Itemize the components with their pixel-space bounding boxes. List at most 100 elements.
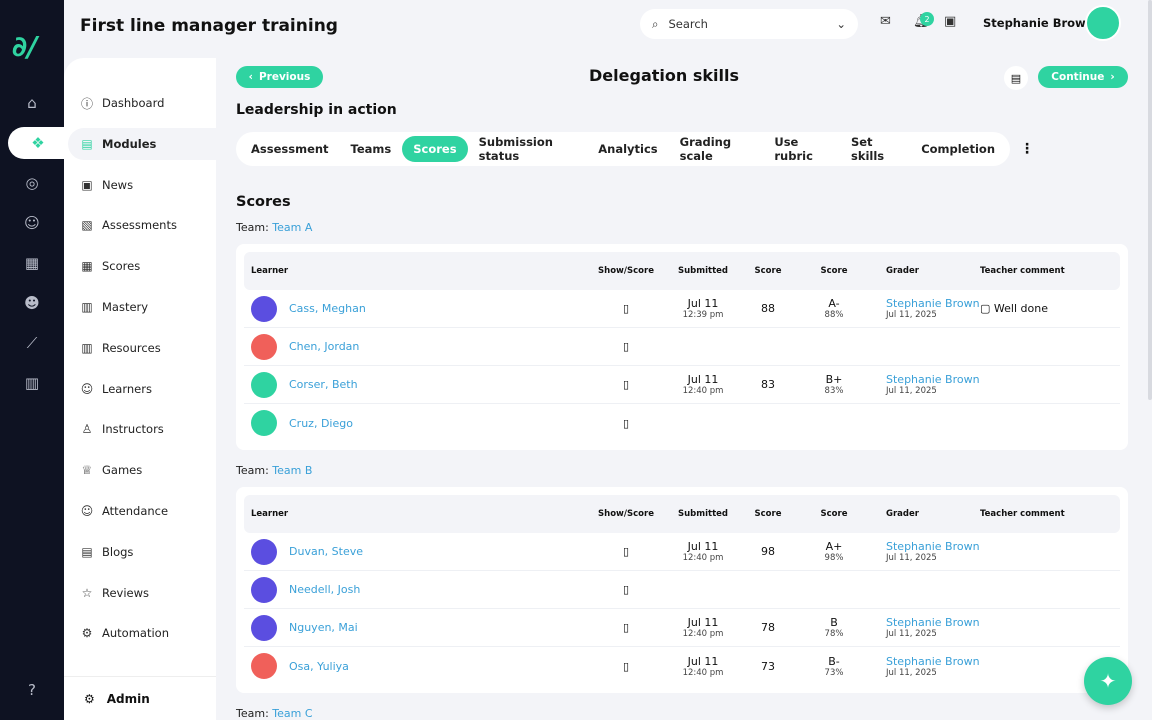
target-icon[interactable]: ◎	[25, 174, 39, 192]
calendar-icon[interactable]: ▣	[944, 14, 957, 29]
ai-assistant-button[interactable]: ✦	[1084, 657, 1132, 705]
user-icon[interactable]: ☻	[24, 294, 40, 312]
home-icon[interactable]: ⌂	[27, 94, 37, 112]
document-icon[interactable]: ▯	[622, 340, 630, 353]
help-icon[interactable]: ?	[28, 681, 36, 699]
tab-use-rubric[interactable]: Use rubric	[774, 135, 813, 163]
previous-button[interactable]: ‹ Previous	[236, 66, 323, 88]
continue-button[interactable]: Continue ›	[1038, 66, 1128, 88]
search-input[interactable]: ⌕ Search ⌄	[640, 9, 858, 39]
nav-item-scores[interactable]: ▦ Scores	[81, 259, 141, 274]
tab-analytics[interactable]: Analytics	[598, 142, 658, 156]
dashboard-icon: ⓘ	[80, 96, 93, 111]
more-icon[interactable]: ⋮	[1020, 141, 1034, 157]
scores-table: Learner Show/Score Submitted Score Score Grad…	[236, 487, 1128, 693]
avatar	[251, 538, 277, 565]
nav-item-modules[interactable]: ▤ Modules	[68, 127, 216, 160]
mail-icon[interactable]: ✉	[880, 14, 891, 29]
learner-link[interactable]: Cruz, Diego	[289, 416, 353, 430]
table-row: Cruz, Diego ▯	[244, 404, 1120, 442]
nav-item-reviews[interactable]: ☆ Reviews	[81, 585, 150, 600]
document-icon[interactable]: ▯	[622, 621, 630, 634]
table-row: Needell, Josh ▯	[244, 571, 1120, 609]
nav-item-instructors[interactable]: ♙ Instructors	[81, 422, 164, 437]
blogs-icon: ▤	[81, 544, 93, 559]
submitted-date: Jul 11	[687, 540, 719, 553]
document-icon[interactable]: ▯	[622, 659, 630, 673]
grader-link[interactable]: Stephanie Brown	[886, 297, 980, 310]
grader-link[interactable]: Stephanie Brown	[886, 616, 980, 629]
nav-item-games[interactable]: ♕ Games	[81, 463, 143, 478]
percent: 78%	[824, 629, 844, 639]
book-icon[interactable]: ▤	[1004, 66, 1028, 90]
chart-icon[interactable]: ⟋	[26, 334, 38, 352]
column-header: Show/Score	[598, 509, 654, 519]
avatar[interactable]	[1085, 5, 1121, 41]
nav-item-resources[interactable]: ▥ Resources	[81, 340, 161, 355]
table-row: Chen, Jordan ▯	[244, 328, 1120, 366]
graded-date: Jul 11, 2025	[886, 667, 937, 678]
admin-button[interactable]: ⚙ Admin	[64, 676, 216, 720]
page-title: First line manager training	[80, 16, 338, 36]
nav-item-news[interactable]: ▣ News	[81, 177, 134, 192]
percent: 98%	[824, 553, 844, 563]
learner-link[interactable]: Chen, Jordan	[289, 340, 360, 353]
document-icon[interactable]: ▯	[622, 302, 630, 315]
tab-scores[interactable]: Scores	[402, 136, 468, 162]
column-header: Submitted	[677, 509, 728, 519]
grader-link[interactable]: Stephanie Brown	[886, 373, 980, 386]
users-icon[interactable]: ☺	[24, 214, 40, 232]
document-icon[interactable]: ▯	[622, 583, 630, 596]
nav-item-learners[interactable]: ☺ Learners	[80, 381, 152, 396]
games-icon: ♕	[81, 463, 93, 478]
library-icon[interactable]: ▥	[24, 374, 40, 392]
document-icon[interactable]: ▯	[622, 416, 630, 430]
learner-link[interactable]: Osa, Yuliya	[289, 659, 349, 673]
learner-link[interactable]: Needell, Josh	[289, 583, 361, 596]
nav-item-attendance[interactable]: ☺ Attendance	[80, 504, 169, 518]
table-row: Cass, Meghan ▯ Jul 11 12:39 pm 88 A- 88% S…	[244, 290, 1120, 328]
tab-grading-scale[interactable]: Grading scale	[679, 135, 732, 163]
tab-assessment[interactable]: Assessment	[251, 142, 329, 156]
sparkle-icon: ✦	[1099, 669, 1117, 693]
column-header: Learner	[251, 509, 289, 519]
learner-link[interactable]: Duvan, Steve	[289, 545, 363, 558]
grader-link[interactable]: Stephanie Brown	[886, 654, 980, 668]
team-label: Team: Team A	[236, 221, 313, 234]
team-link[interactable]: Team A	[272, 221, 313, 234]
table-row: Duvan, Steve ▯ Jul 11 12:40 pm 98 A+ 98% S…	[244, 533, 1120, 571]
nav-item-automation[interactable]: ⚙ Automation	[81, 626, 169, 641]
nav-item-dashboard[interactable]: ⓘ Dashboard	[80, 96, 165, 111]
learner-link[interactable]: Cass, Meghan	[289, 302, 366, 315]
avatar	[251, 614, 277, 641]
comment-icon: ▢	[980, 302, 991, 315]
percent: 88%	[824, 310, 844, 320]
table-header: Learner Show/Score Submitted Score Score Grad…	[244, 252, 1120, 290]
tab-submission-status[interactable]: Submission status	[478, 135, 553, 163]
notification-badge: 2	[920, 12, 934, 26]
column-header: Score	[754, 509, 782, 519]
chevron-down-icon[interactable]: ⌄	[836, 17, 846, 31]
document-icon[interactable]: ▯	[622, 378, 630, 391]
document-icon[interactable]: ▯	[622, 545, 630, 558]
score: 78	[761, 621, 775, 634]
subtitle: Leadership in action	[236, 102, 397, 118]
scores-icon: ▦	[81, 259, 93, 274]
nav-item-mastery[interactable]: ▥ Mastery	[81, 300, 149, 314]
grid-icon[interactable]: ▦	[24, 254, 40, 272]
tab-teams[interactable]: Teams	[350, 142, 392, 156]
team-link[interactable]: Team C	[272, 707, 313, 720]
tab-set-skills[interactable]: Set skills	[850, 135, 885, 163]
nav-item-assessments[interactable]: ▧ Assessments	[81, 218, 177, 233]
column-header: Score	[820, 266, 848, 276]
learner-link[interactable]: Corser, Beth	[289, 378, 358, 391]
grader-link[interactable]: Stephanie Brown	[886, 540, 980, 553]
scrollbar[interactable]	[1148, 0, 1152, 400]
graded-date: Jul 11, 2025	[886, 553, 937, 563]
nav-item-blogs[interactable]: ▤ Blogs	[81, 544, 134, 559]
learner-link[interactable]: Nguyen, Mai	[289, 621, 358, 634]
team-link[interactable]: Team B	[272, 464, 313, 477]
tab-completion[interactable]: Completion	[921, 142, 996, 156]
attendance-icon: ☺	[80, 504, 94, 518]
modules-icon[interactable]: ❖	[8, 127, 68, 159]
